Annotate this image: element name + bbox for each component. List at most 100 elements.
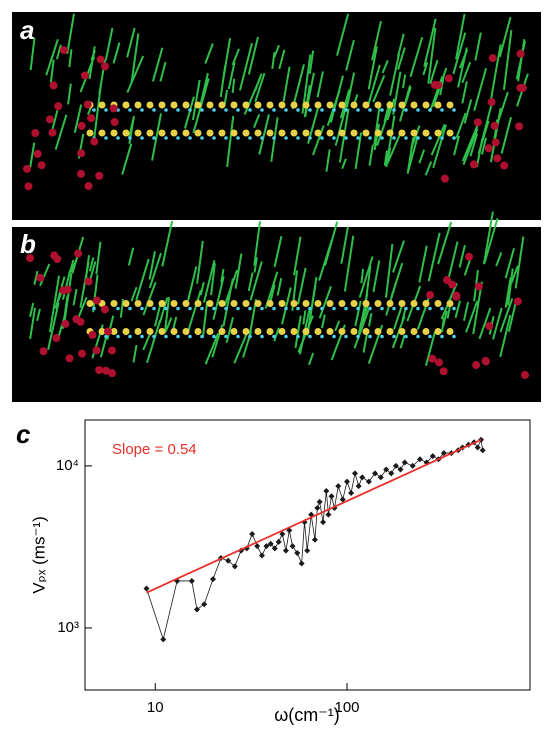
vector-arrow xyxy=(226,115,235,168)
vector-arrow xyxy=(199,281,205,296)
vector-arrow xyxy=(92,274,99,313)
data-point xyxy=(339,496,346,503)
atom xyxy=(266,101,274,109)
vector-arrow xyxy=(372,260,381,292)
water-oxygen xyxy=(444,74,453,83)
atom-h xyxy=(356,334,360,339)
atom-h xyxy=(188,108,192,112)
water-oxygen xyxy=(50,251,59,260)
atom xyxy=(242,300,250,307)
atom-h xyxy=(296,136,300,140)
atom xyxy=(278,129,286,137)
atom-h xyxy=(428,108,432,112)
vector-arrow xyxy=(308,352,315,366)
atom-h xyxy=(128,108,132,112)
atom-h xyxy=(212,334,216,339)
atom-h xyxy=(152,108,156,112)
vector-arrow xyxy=(296,267,307,305)
atom xyxy=(434,300,442,307)
atom-h xyxy=(236,108,240,112)
water-oxygen xyxy=(434,81,443,90)
vector-arrow xyxy=(406,135,419,174)
atom xyxy=(350,129,358,137)
vector-arrow xyxy=(49,59,55,83)
atom xyxy=(218,300,226,307)
vector-arrow xyxy=(396,33,405,58)
atom xyxy=(170,328,178,335)
vector-arrow xyxy=(231,48,240,66)
atom-h xyxy=(140,306,144,311)
atom xyxy=(278,328,286,335)
atom xyxy=(134,300,142,307)
atom-h xyxy=(140,108,144,112)
vector-arrow xyxy=(504,247,515,279)
data-point xyxy=(263,543,270,550)
atom xyxy=(434,328,442,335)
data-point xyxy=(316,498,323,505)
atom xyxy=(194,129,202,137)
vector-arrow xyxy=(119,298,125,318)
data-point xyxy=(409,462,416,469)
atom xyxy=(230,300,238,307)
atom-h xyxy=(308,334,312,339)
atom-h xyxy=(212,306,216,311)
vector-arrow xyxy=(258,114,270,155)
atom-h xyxy=(392,334,396,339)
atom-h xyxy=(344,334,348,339)
vector-arrow xyxy=(48,275,61,333)
vector-arrow xyxy=(507,268,514,306)
atom xyxy=(386,300,394,307)
vector-arrow xyxy=(326,90,341,127)
data-point xyxy=(388,470,395,477)
vector-arrow xyxy=(353,309,370,349)
atom-h xyxy=(116,334,120,339)
atom xyxy=(290,101,298,109)
atom xyxy=(122,300,130,307)
atom-h xyxy=(176,334,180,339)
atom xyxy=(170,129,178,137)
vector-arrow xyxy=(354,300,362,327)
vector-arrow xyxy=(389,53,401,96)
atom xyxy=(278,101,286,109)
atom xyxy=(338,300,346,307)
atom-h xyxy=(368,306,372,311)
water-oxygen xyxy=(92,346,101,355)
vector-arrow xyxy=(128,115,135,139)
vector-arrow xyxy=(384,243,394,298)
vector-arrow xyxy=(219,65,227,98)
vector-arrow xyxy=(385,282,398,316)
vector-arrow xyxy=(186,289,202,334)
atom-h xyxy=(428,306,432,311)
vector-arrow xyxy=(191,79,201,121)
data-point xyxy=(267,540,274,547)
vector-arrow xyxy=(282,66,291,102)
water-oxygen xyxy=(520,370,529,379)
atom-h xyxy=(176,136,180,140)
vector-arrow xyxy=(293,236,302,276)
vector-arrow xyxy=(440,317,445,333)
atom xyxy=(110,328,118,335)
atom xyxy=(170,300,178,307)
vector-arrow xyxy=(247,36,259,75)
water-oxygen xyxy=(491,138,500,147)
atom-h xyxy=(416,306,420,311)
atom-h xyxy=(224,334,228,339)
vector-arrow xyxy=(423,18,437,67)
panel-a-image xyxy=(12,12,541,220)
atom-h xyxy=(128,306,132,311)
x-axis-label: ω(cm⁻¹) xyxy=(274,705,340,725)
atom xyxy=(410,101,418,109)
water-oxygen xyxy=(96,55,105,64)
atom-h xyxy=(104,136,108,140)
data-point xyxy=(359,474,366,481)
atom-h xyxy=(344,136,348,140)
atom xyxy=(410,129,418,137)
vector-arrow xyxy=(163,297,170,334)
water-oxygen xyxy=(473,118,482,127)
atom xyxy=(158,101,166,109)
panel-b-image xyxy=(12,227,541,402)
x-tick-label: 100 xyxy=(335,699,360,716)
water-oxygen xyxy=(484,144,493,153)
vector-arrow xyxy=(61,269,72,300)
data-point xyxy=(392,462,399,469)
